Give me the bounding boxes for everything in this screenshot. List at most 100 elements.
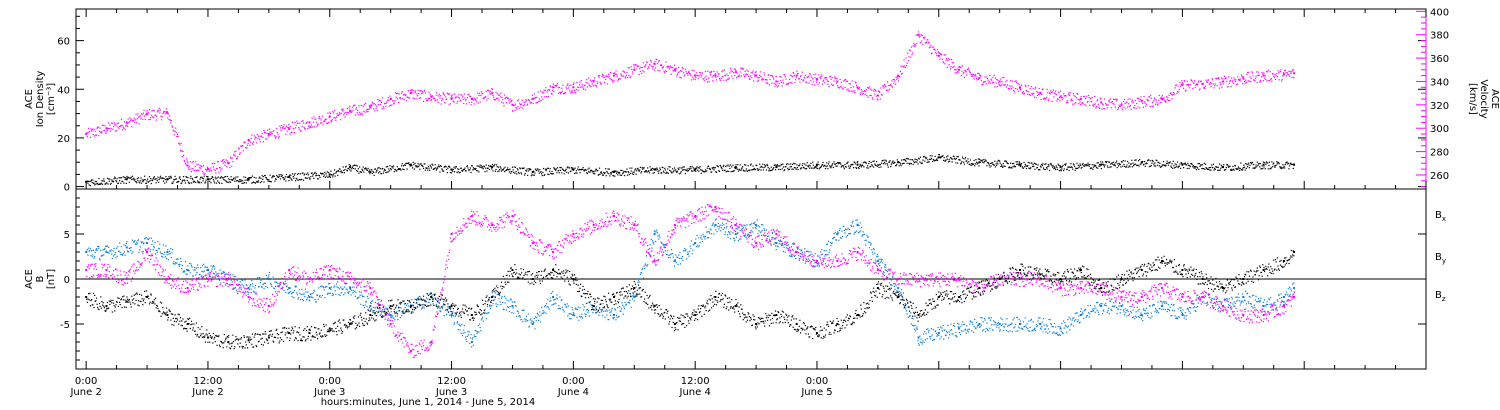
density-series-sample <box>687 170 689 172</box>
velocity-series-sample <box>885 85 887 88</box>
density-series-sample <box>505 169 507 172</box>
density-series-sample <box>151 179 154 182</box>
velocity-series-sample <box>223 161 225 163</box>
density-series-sample <box>753 167 755 169</box>
density-series-sample <box>489 165 492 167</box>
density-series-sample <box>168 177 171 180</box>
density-series-sample <box>526 168 528 170</box>
density-series-sample <box>446 172 448 174</box>
velocity-series-sample <box>893 82 895 84</box>
velocity-series-sample <box>681 66 683 69</box>
by-series-sample <box>419 296 422 298</box>
by-series-sample <box>206 266 208 268</box>
velocity-series-sample <box>754 75 756 77</box>
density-series-sample <box>844 163 846 166</box>
density-series-sample <box>182 179 184 181</box>
velocity-series-sample <box>856 86 858 88</box>
by-series-sample <box>203 263 205 265</box>
density-series-sample <box>566 167 568 169</box>
density-series-sample <box>667 168 669 170</box>
velocity-series-sample <box>1080 96 1082 98</box>
velocity-series-sample <box>1267 71 1269 73</box>
velocity-series-sample <box>357 113 359 115</box>
by-series-sample <box>486 313 488 315</box>
density-series-sample <box>156 178 158 180</box>
velocity-series-sample <box>848 83 850 85</box>
velocity-series-sample <box>324 119 326 121</box>
density-series-sample <box>1088 165 1090 167</box>
density-series-sample <box>1064 164 1067 166</box>
density-series-sample <box>354 164 356 166</box>
density-series-sample <box>391 166 393 168</box>
velocity-series-sample <box>262 136 264 139</box>
velocity-series-sample <box>466 103 468 105</box>
velocity-series-sample <box>1058 97 1060 99</box>
density-series-sample <box>370 169 372 171</box>
by-series-sample <box>164 251 166 253</box>
density-series-sample <box>580 168 582 171</box>
density-series-sample <box>998 160 1000 162</box>
by-series-sample <box>244 279 246 281</box>
density-series-sample <box>795 167 797 169</box>
bottom-plot-area <box>76 204 1426 359</box>
velocity-series-sample <box>768 74 770 76</box>
by-series-sample <box>422 306 424 308</box>
velocity-series-sample <box>482 97 484 100</box>
velocity-series-sample <box>105 132 107 134</box>
density-series-sample <box>752 165 754 167</box>
density-series-sample <box>1244 169 1246 171</box>
density-series-sample <box>279 175 281 177</box>
by-series-sample <box>482 316 484 318</box>
density-series-sample <box>116 178 118 180</box>
velocity-series-sample <box>1179 81 1181 84</box>
by-series-sample <box>267 276 269 278</box>
velocity-series-sample <box>812 78 814 80</box>
density-series-sample <box>625 171 627 173</box>
velocity-series-sample <box>1161 95 1163 97</box>
density-series-sample <box>470 171 472 174</box>
velocity-series-sample <box>1182 83 1184 85</box>
velocity-series-point <box>511 103 514 106</box>
density-series-sample <box>1194 167 1196 169</box>
velocity-series-sample <box>730 70 732 72</box>
velocity-series-sample <box>566 88 568 90</box>
velocity-series-sample <box>631 68 633 71</box>
velocity-series-sample <box>1290 71 1292 73</box>
velocity-series-sample <box>1239 78 1241 80</box>
density-series-sample <box>164 182 166 184</box>
density-series-point <box>1059 166 1062 169</box>
velocity-series-sample <box>1092 104 1094 106</box>
velocity-series-sample <box>164 111 166 113</box>
density-series-sample <box>574 167 576 169</box>
velocity-series-sample <box>385 102 387 104</box>
velocity-series-sample <box>207 168 210 170</box>
density-series-sample <box>410 164 412 166</box>
velocity-series-sample <box>878 90 880 92</box>
velocity-series-sample <box>276 127 278 130</box>
by-series-sample <box>189 272 191 274</box>
by-series-sample <box>306 299 308 301</box>
velocity-series-sample <box>511 99 513 101</box>
density-series-sample <box>450 168 452 171</box>
density-series-sample <box>1042 167 1045 169</box>
density-series-sample <box>637 169 640 171</box>
by-series-sample <box>549 297 551 299</box>
density-series-sample <box>1251 163 1253 165</box>
density-series-sample <box>468 169 470 171</box>
density-series-sample <box>379 171 381 173</box>
by-series-sample <box>547 306 549 308</box>
density-series-sample <box>498 170 500 172</box>
density-series-sample <box>312 175 314 177</box>
density-series-sample <box>887 166 889 168</box>
velocity-series-sample <box>575 88 578 91</box>
density-series-sample <box>347 168 349 170</box>
density-series-sample <box>346 169 348 171</box>
density-series-sample <box>1142 160 1144 163</box>
by-series-sample <box>537 314 539 316</box>
velocity-series-sample <box>819 76 821 79</box>
by-series-sample <box>190 265 193 267</box>
density-series-sample <box>214 182 216 184</box>
by-series-sample <box>94 251 96 254</box>
velocity-series-sample <box>489 93 491 95</box>
density-series-sample <box>1086 164 1088 167</box>
